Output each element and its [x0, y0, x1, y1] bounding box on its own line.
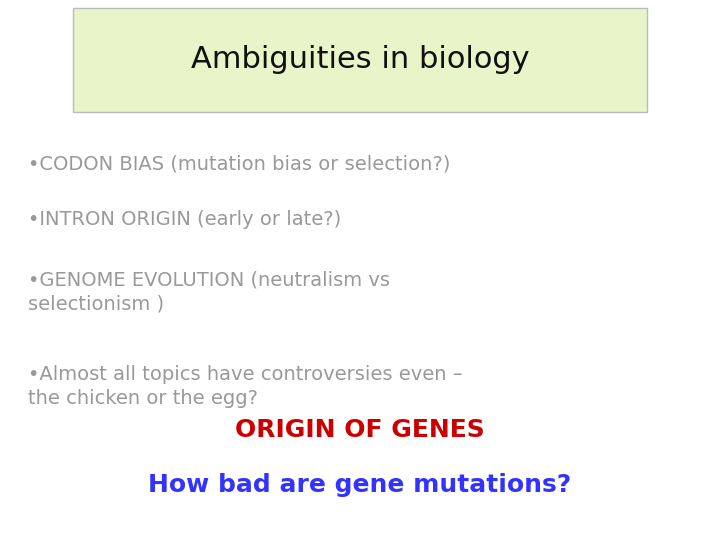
- Text: •Almost all topics have controversies even –
the chicken or the egg?: •Almost all topics have controversies ev…: [28, 365, 463, 408]
- Text: •INTRON ORIGIN (early or late?): •INTRON ORIGIN (early or late?): [28, 210, 341, 229]
- Text: •GENOME EVOLUTION (neutralism vs
selectionism ): •GENOME EVOLUTION (neutralism vs selecti…: [28, 270, 390, 313]
- FancyBboxPatch shape: [73, 8, 647, 112]
- Text: How bad are gene mutations?: How bad are gene mutations?: [148, 473, 572, 497]
- Text: ORIGIN OF GENES: ORIGIN OF GENES: [235, 418, 485, 442]
- Text: Ambiguities in biology: Ambiguities in biology: [191, 44, 529, 73]
- Text: •CODON BIAS (mutation bias or selection?): •CODON BIAS (mutation bias or selection?…: [28, 155, 451, 174]
